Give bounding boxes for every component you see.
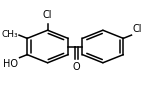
Text: CH₃: CH₃ [1,30,18,39]
Text: Cl: Cl [133,24,142,34]
Text: O: O [73,62,80,72]
Text: Cl: Cl [43,10,52,20]
Text: HO: HO [3,59,18,69]
